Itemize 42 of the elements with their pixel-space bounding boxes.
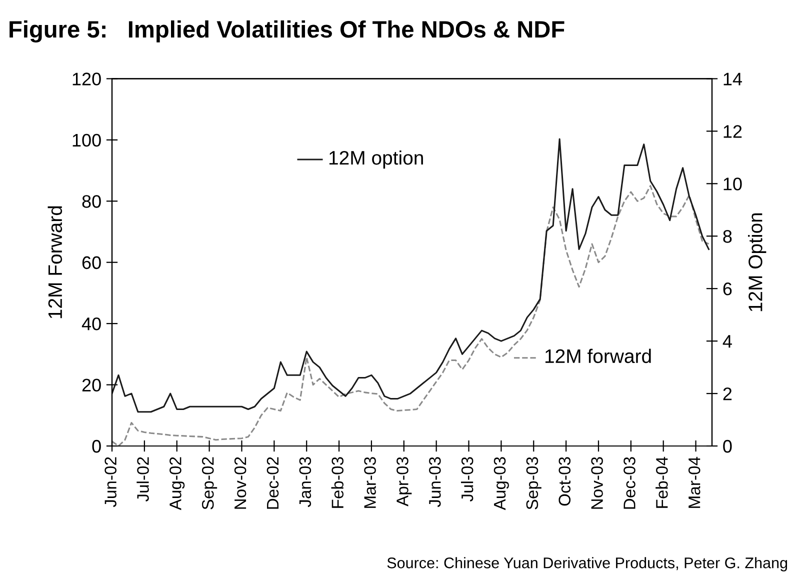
legend-label: 12M forward	[545, 348, 651, 364]
y2-axis-title: 12M Option	[748, 213, 766, 312]
x-tick-label: Mar-03	[364, 457, 376, 508]
x-tick-label: Jul-03	[460, 457, 474, 502]
x-tick-label: Feb-03	[331, 457, 344, 508]
x-tick-label: Jun-03	[428, 457, 441, 508]
y2-tick-label: 14	[724, 72, 742, 86]
y2-tick-label: 6	[723, 282, 732, 296]
x-tick-label: Jul-02	[136, 457, 149, 502]
x-tick-label: Mar-04	[688, 456, 700, 508]
y2-tick-label: 12	[724, 125, 742, 138]
x-tick-label: Aug-02	[170, 457, 185, 510]
y-tick-label: 100	[72, 134, 101, 147]
y-axis-title: 12M Forward	[48, 206, 62, 318]
y-tick-label: 80	[82, 195, 101, 208]
y2-tick-label: 2	[723, 387, 732, 400]
x-tick-label: Jun-02	[104, 457, 116, 508]
y2-tick-label: 4	[722, 335, 732, 348]
y-tick-label: 120	[72, 72, 101, 86]
x-tick-label: Jan-03	[299, 457, 312, 508]
y-tick-label: 40	[82, 318, 101, 330]
y2-tick-label: 0	[723, 440, 732, 453]
x-tick-label: Sep-03	[526, 457, 542, 510]
chart-title: Figure 5: Implied Volatilities Of The NDOs & NDF	[10, 20, 564, 43]
x-tick-label: Sep-02	[202, 457, 218, 510]
x-tick-label: Aug-03	[494, 457, 509, 510]
y-tick-label: 0	[92, 440, 101, 453]
x-tick-label: Nov-02	[234, 457, 246, 509]
x-tick-label: Oct-03	[558, 457, 571, 506]
y2-tick-label: 8	[723, 230, 732, 243]
x-tick-label: Feb-04	[656, 456, 668, 508]
legend-label: 12M option	[329, 150, 423, 169]
x-tick-label: Apr-03	[396, 457, 412, 506]
y-tick-label: 60	[82, 256, 101, 270]
x-tick-label: Nov-03	[591, 457, 603, 509]
x-tick-label: Dec-02	[266, 457, 279, 509]
x-tick-label: Dec-03	[624, 457, 636, 509]
y-tick-label: 20	[82, 378, 101, 392]
y2-tick-label: 10	[724, 178, 742, 190]
line-series	[112, 185, 710, 446]
line-series	[112, 138, 710, 413]
source-note: Source: Chinese Yuan Derivative Products, Peter G. Zhang	[387, 557, 788, 572]
